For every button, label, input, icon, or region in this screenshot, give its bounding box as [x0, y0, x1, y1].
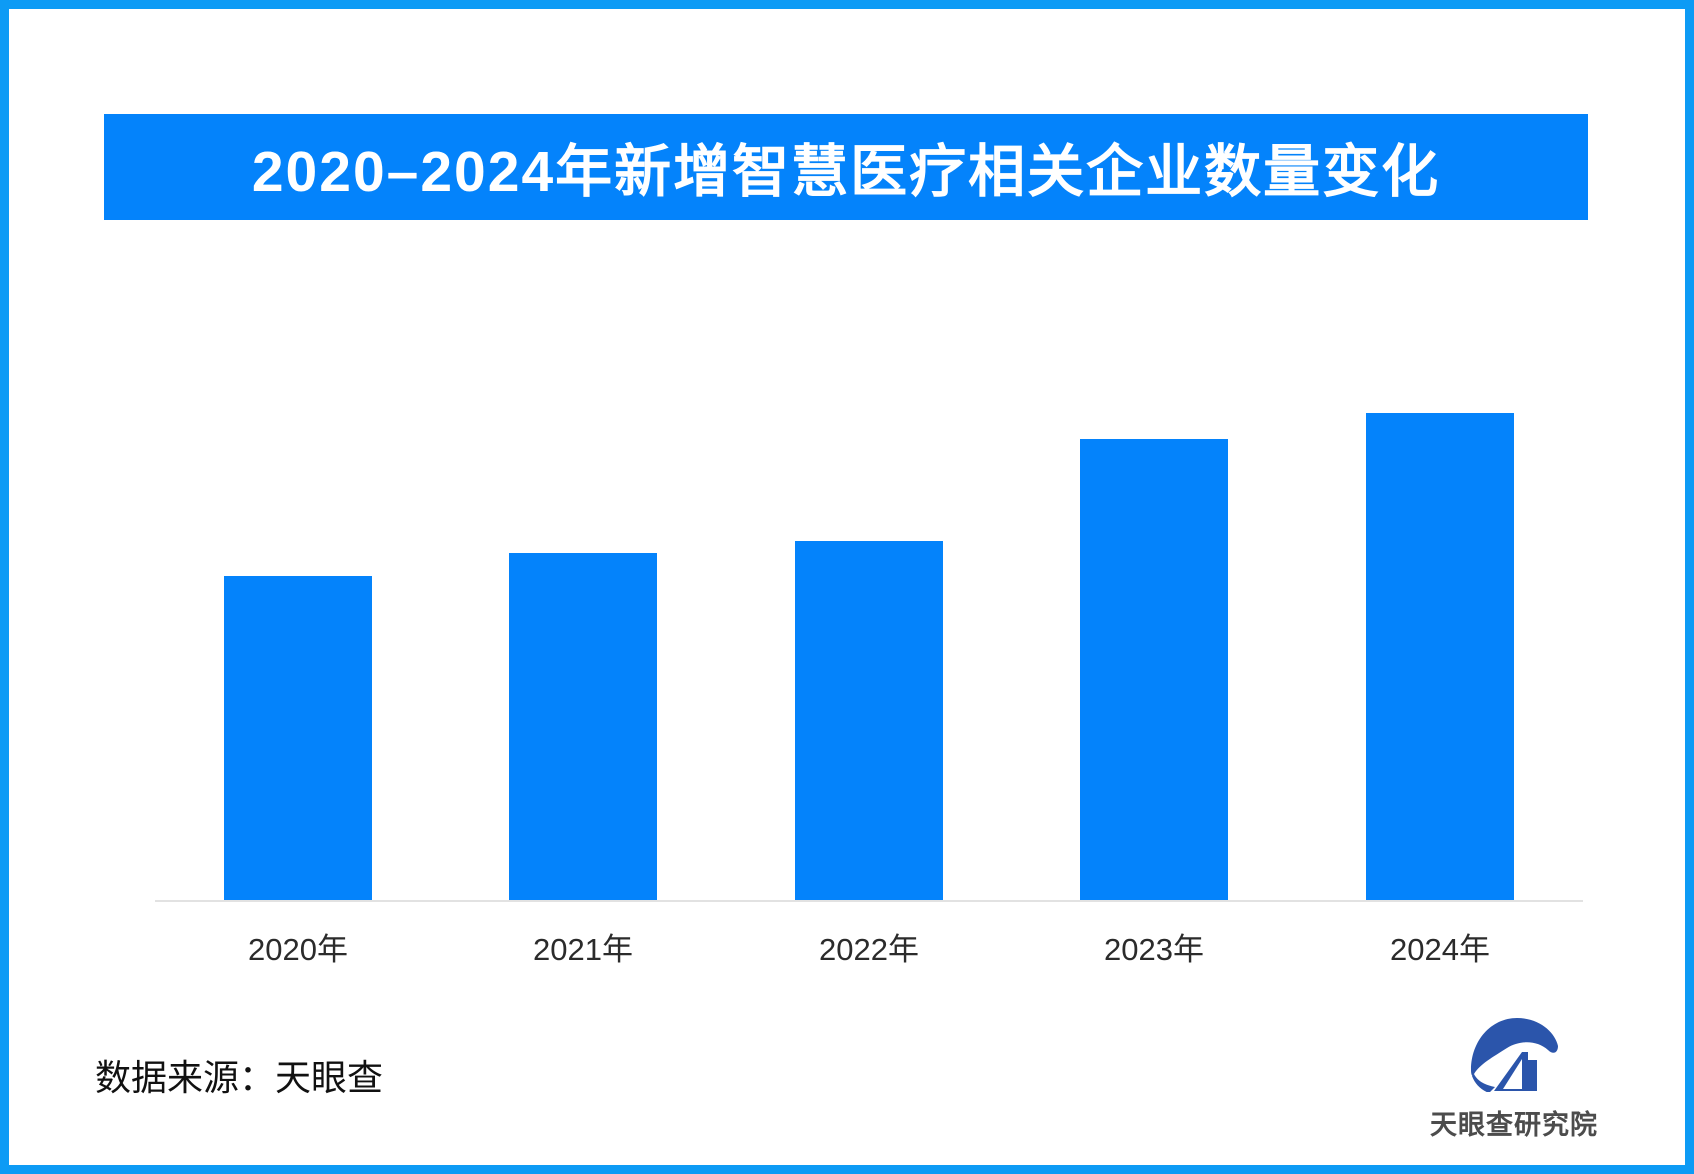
bar-2023年	[1080, 439, 1228, 900]
x-axis-tick-label: 2022年	[819, 932, 919, 967]
tianyancha-eye-logo-icon	[1471, 1018, 1558, 1092]
bar-2020年	[224, 576, 372, 900]
brand-logo: 天眼查研究院	[1404, 1014, 1624, 1142]
x-axis-tick-label: 2023年	[1104, 932, 1204, 967]
brand-name: 天眼查研究院	[1430, 1110, 1598, 1140]
x-axis-tick-label: 2021年	[533, 932, 633, 967]
bar-2022年	[795, 541, 943, 900]
chart-title-banner: 2020–2024年新增智慧医疗相关企业数量变化	[104, 114, 1588, 220]
bar-2024年	[1366, 413, 1514, 900]
bar-chart: 2020年 2021年 2022年 2023年 2024年	[9, 9, 1685, 1165]
bar-2021年	[509, 553, 657, 900]
page-title: 2020–2024年新增智慧医疗相关企业数量变化	[251, 140, 1441, 204]
x-axis-tick-label: 2024年	[1390, 932, 1490, 967]
data-source-label: 数据来源：天眼查	[95, 1057, 384, 1098]
x-axis-line	[155, 900, 1583, 902]
x-axis-tick-label: 2020年	[248, 932, 348, 967]
